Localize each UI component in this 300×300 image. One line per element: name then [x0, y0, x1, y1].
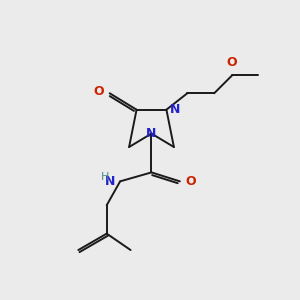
Text: N: N	[170, 103, 181, 116]
Text: O: O	[226, 56, 237, 69]
Text: N: N	[105, 175, 116, 188]
Text: O: O	[93, 85, 104, 98]
Text: O: O	[185, 175, 196, 188]
Text: H: H	[100, 172, 109, 182]
Text: N: N	[146, 127, 157, 140]
